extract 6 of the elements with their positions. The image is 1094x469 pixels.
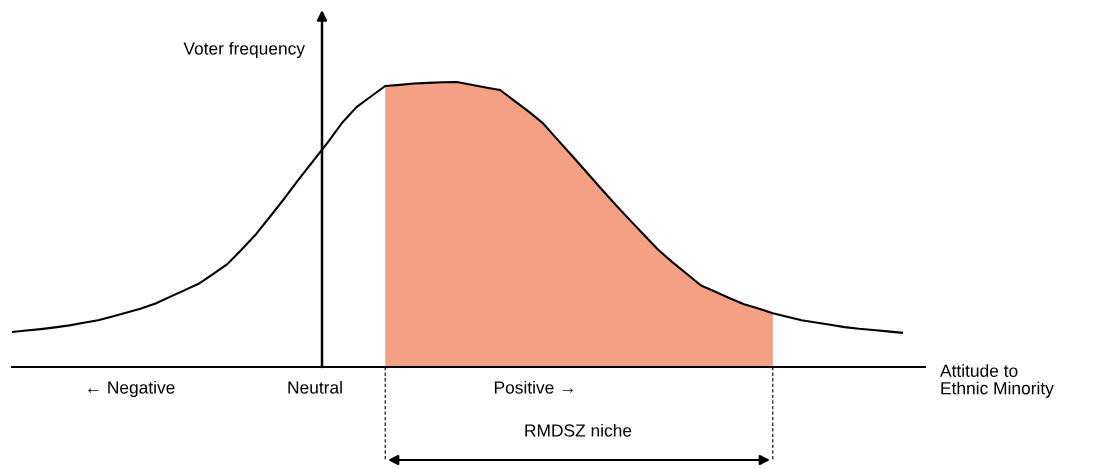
text: RMDSZ niche — [525, 423, 632, 437]
text: ← Negative — [88, 380, 175, 398]
y-axis-title: Voter frequency — [183, 41, 305, 59]
text: Neutral — [288, 380, 342, 394]
x-axis-title: Attitude to Ethnic Minority — [940, 364, 1054, 398]
text: Positive → — [494, 380, 573, 394]
